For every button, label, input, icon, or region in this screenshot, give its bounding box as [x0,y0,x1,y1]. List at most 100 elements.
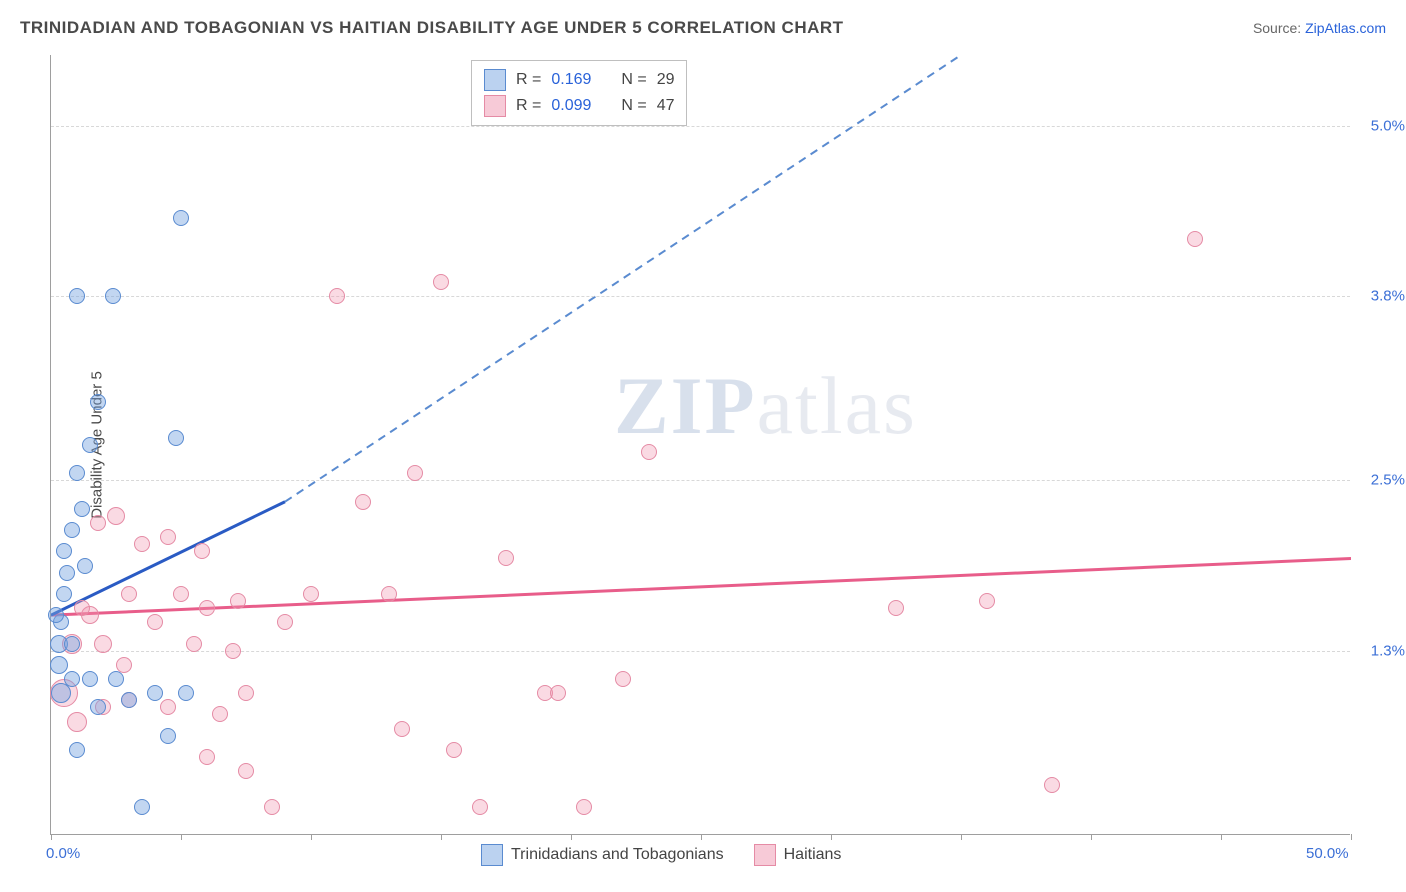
scatter-point [264,799,280,815]
scatter-point [355,494,371,510]
x-tick-mark [701,834,702,840]
scatter-point [69,742,85,758]
scatter-point [641,444,657,460]
scatter-point [381,586,397,602]
legend-row-blue: R = 0.169 N = 29 [484,67,674,93]
source-link[interactable]: ZipAtlas.com [1305,20,1386,36]
scatter-point [160,699,176,715]
scatter-point [238,685,254,701]
scatter-point [329,288,345,304]
x-tick-mark [1091,834,1092,840]
scatter-point [74,501,90,517]
scatter-point [576,799,592,815]
scatter-point [1187,231,1203,247]
scatter-point [64,522,80,538]
scatter-point [979,593,995,609]
scatter-point [230,593,246,609]
scatter-point [134,536,150,552]
legend-item-pink: Haitians [754,844,842,866]
scatter-point [168,430,184,446]
legend-series: Trinidadians and Tobagonians Haitians [481,844,841,866]
scatter-point [77,558,93,574]
scatter-point [94,635,112,653]
swatch-pink-icon [754,844,776,866]
trend-lines [51,55,1351,835]
scatter-point [615,671,631,687]
scatter-point [173,586,189,602]
scatter-point [74,600,90,616]
scatter-point [67,712,87,732]
scatter-point [160,529,176,545]
legend-item-blue: Trinidadians and Tobagonians [481,844,724,866]
scatter-point [472,799,488,815]
scatter-point [59,565,75,581]
scatter-point [90,699,106,715]
swatch-pink-icon [484,95,506,117]
gridline [51,126,1350,127]
scatter-point [69,288,85,304]
x-tick-mark [571,834,572,840]
y-tick-label: 5.0% [1371,117,1405,134]
scatter-point [238,763,254,779]
scatter-point [186,636,202,652]
gridline [51,480,1350,481]
scatter-point [82,671,98,687]
swatch-blue-icon [481,844,503,866]
header: TRINIDADIAN AND TOBAGONIAN VS HAITIAN DI… [20,18,1386,38]
y-tick-label: 2.5% [1371,472,1405,489]
scatter-point [108,671,124,687]
scatter-point [147,614,163,630]
scatter-point [225,643,241,659]
scatter-point [160,728,176,744]
scatter-point [446,742,462,758]
scatter-point [82,437,98,453]
scatter-point [550,685,566,701]
scatter-point [121,692,137,708]
scatter-point [433,274,449,290]
scatter-point [56,543,72,559]
x-tick-mark [961,834,962,840]
scatter-point [107,507,125,525]
x-tick-mark [831,834,832,840]
legend-row-pink: R = 0.099 N = 47 [484,93,674,119]
x-tick-mark [311,834,312,840]
scatter-point [498,550,514,566]
scatter-point [121,586,137,602]
gridline [51,651,1350,652]
scatter-point [64,671,80,687]
x-tick-mark [51,834,52,840]
scatter-point [1044,777,1060,793]
scatter-point [90,394,106,410]
scatter-point [56,586,72,602]
scatter-point [199,600,215,616]
scatter-point [277,614,293,630]
scatter-point [178,685,194,701]
scatter-point [105,288,121,304]
scatter-point [64,636,80,652]
scatter-point [212,706,228,722]
gridline [51,296,1350,297]
scatter-point [173,210,189,226]
legend-correlation: R = 0.169 N = 29 R = 0.099 N = 47 [471,60,687,126]
x-tick-mark [441,834,442,840]
scatter-point [134,799,150,815]
y-tick-label: 3.8% [1371,288,1405,305]
x-tick-label: 50.0% [1306,845,1349,862]
scatter-point [407,465,423,481]
scatter-point [888,600,904,616]
scatter-point [48,607,64,623]
source-label: Source: ZipAtlas.com [1253,20,1386,36]
scatter-point [199,749,215,765]
chart-title: TRINIDADIAN AND TOBAGONIAN VS HAITIAN DI… [20,18,844,38]
scatter-point [69,465,85,481]
y-tick-label: 1.3% [1371,642,1405,659]
chart-area: Disability Age Under 5 ZIPatlas R = 0.16… [50,55,1350,835]
scatter-point [147,685,163,701]
scatter-point [90,515,106,531]
x-tick-mark [1221,834,1222,840]
scatter-point [194,543,210,559]
x-tick-label: 0.0% [46,845,80,862]
scatter-point [50,656,68,674]
x-tick-mark [1351,834,1352,840]
x-tick-mark [181,834,182,840]
